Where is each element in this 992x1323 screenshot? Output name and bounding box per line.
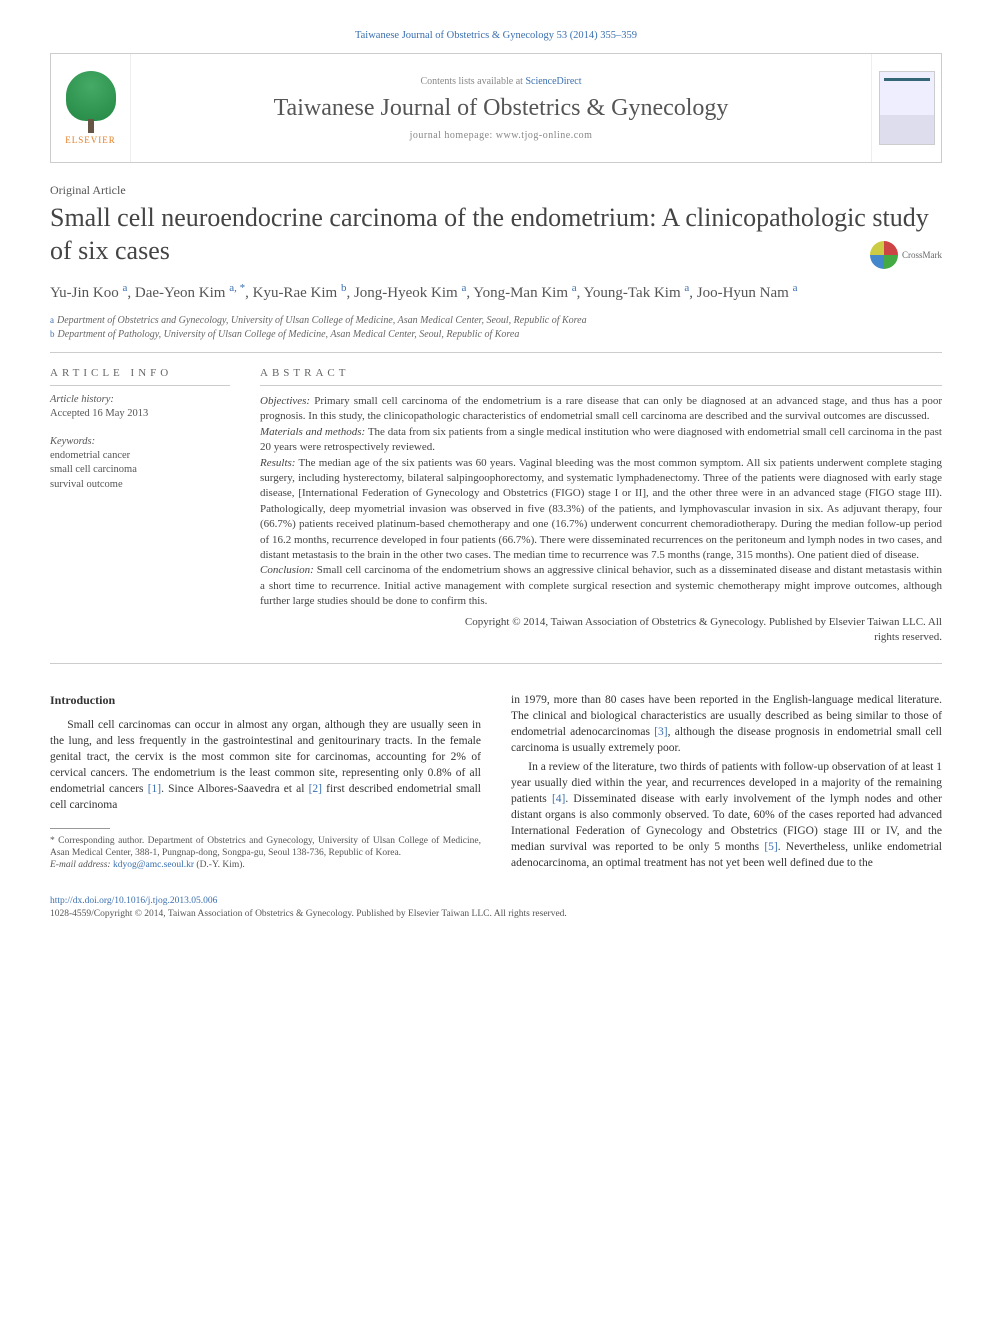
doi-footer: http://dx.doi.org/10.1016/j.tjog.2013.05… <box>50 889 942 920</box>
results-label: Results: <box>260 457 295 469</box>
crossmark-icon <box>870 241 898 269</box>
contents-line: Contents lists available at ScienceDirec… <box>420 76 581 87</box>
article-history-label: Article history: <box>50 394 230 405</box>
article-info-header: ARTICLE INFO <box>50 367 230 386</box>
results-text: The median age of the six patients was 6… <box>260 457 942 561</box>
copyright-line-1: Copyright © 2014, Taiwan Association of … <box>465 616 942 628</box>
authors-line: Yu-Jin Koo a, Dae-Yeon Kim a, *, Kyu-Rae… <box>50 281 942 304</box>
col2-p2: In a review of the literature, two third… <box>511 759 942 872</box>
email-author: (D.-Y. Kim). <box>194 860 245 870</box>
article-title: Small cell neuroendocrine carcinoma of t… <box>50 202 942 267</box>
header-center: Contents lists available at ScienceDirec… <box>131 54 871 162</box>
abstract-body: Objectives: Primary small cell carcinoma… <box>260 394 942 645</box>
sciencedirect-link[interactable]: ScienceDirect <box>525 76 581 87</box>
affiliations: aDepartment of Obstetrics and Gynecology… <box>50 314 942 353</box>
journal-homepage[interactable]: journal homepage: www.tjog-online.com <box>410 130 593 141</box>
abstract-header: ABSTRACT <box>260 367 942 386</box>
corresponding-footnote: * Corresponding author. Department of Ob… <box>50 835 481 872</box>
issn-line: 1028-4559/Copyright © 2014, Taiwan Assoc… <box>50 909 567 919</box>
crossmark-badge[interactable]: CrossMark <box>870 241 942 269</box>
elsevier-logo: ELSEVIER <box>51 54 131 162</box>
cover-mini-icon <box>879 71 935 145</box>
keywords-list: endometrial cancersmall cell carcinomasu… <box>50 449 230 493</box>
materials-label: Materials and methods: <box>260 426 365 438</box>
doi-link[interactable]: http://dx.doi.org/10.1016/j.tjog.2013.05… <box>50 896 217 906</box>
journal-cover-thumb <box>871 54 941 162</box>
intro-p1: Small cell carcinomas can occur in almos… <box>50 717 481 814</box>
conclusion-text: Small cell carcinoma of the endometrium … <box>260 564 942 607</box>
crossmark-label: CrossMark <box>902 250 942 260</box>
objectives-text: Primary small cell carcinoma of the endo… <box>260 395 942 422</box>
footnote-separator <box>50 828 110 829</box>
keywords-block: Keywords: endometrial cancersmall cell c… <box>50 436 230 493</box>
intro-heading: Introduction <box>50 692 481 709</box>
article-info-col: ARTICLE INFO Article history: Accepted 1… <box>50 367 230 645</box>
objectives-label: Objectives: <box>260 395 310 407</box>
copyright-line-2: rights reserved. <box>874 631 942 643</box>
elsevier-label: ELSEVIER <box>65 135 116 145</box>
elsevier-tree-icon <box>66 71 116 121</box>
article-history-block: Article history: Accepted 16 May 2013 <box>50 394 230 422</box>
body-col-left: Introduction Small cell carcinomas can o… <box>50 692 481 873</box>
corresponding-text: * Corresponding author. Department of Ob… <box>50 836 481 858</box>
abstract-copyright: Copyright © 2014, Taiwan Association of … <box>260 615 942 645</box>
journal-header-box: ELSEVIER Contents lists available at Sci… <box>50 53 942 163</box>
citation-header: Taiwanese Journal of Obstetrics & Gyneco… <box>50 30 942 41</box>
journal-name: Taiwanese Journal of Obstetrics & Gyneco… <box>274 95 729 122</box>
article-type: Original Article <box>50 183 942 198</box>
abstract-col: ABSTRACT Objectives: Primary small cell … <box>260 367 942 645</box>
email-label: E-mail address: <box>50 860 111 870</box>
body-columns: Introduction Small cell carcinomas can o… <box>50 692 942 873</box>
keywords-label: Keywords: <box>50 436 230 447</box>
contents-text: Contents lists available at <box>420 76 525 87</box>
article-history-value: Accepted 16 May 2013 <box>50 407 230 422</box>
email-link[interactable]: kdyog@amc.seoul.kr <box>113 860 194 870</box>
info-abstract-row: ARTICLE INFO Article history: Accepted 1… <box>50 367 942 664</box>
conclusion-label: Conclusion: <box>260 564 314 576</box>
col2-p1: in 1979, more than 80 cases have been re… <box>511 692 942 756</box>
body-col-right: in 1979, more than 80 cases have been re… <box>511 692 942 873</box>
